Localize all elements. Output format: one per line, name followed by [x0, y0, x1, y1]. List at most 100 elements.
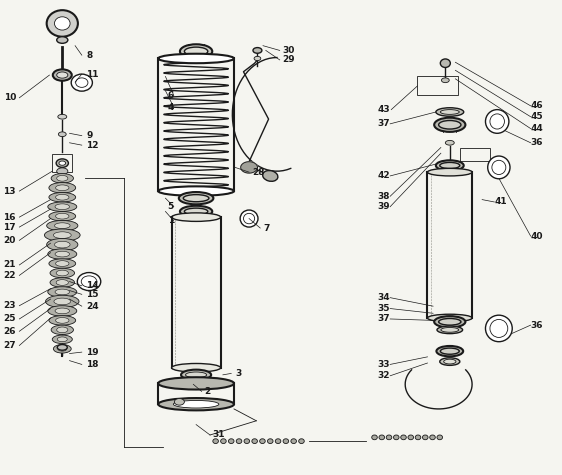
Bar — [418, 76, 457, 95]
Text: 45: 45 — [531, 112, 543, 121]
Ellipse shape — [47, 238, 78, 251]
Text: 8: 8 — [86, 51, 93, 60]
Ellipse shape — [437, 326, 463, 333]
Ellipse shape — [243, 213, 255, 224]
Ellipse shape — [71, 74, 92, 91]
Circle shape — [371, 435, 377, 440]
Text: 10: 10 — [3, 93, 16, 102]
Text: 46: 46 — [531, 101, 543, 110]
Ellipse shape — [56, 261, 69, 266]
Ellipse shape — [158, 398, 234, 410]
Bar — [52, 154, 72, 172]
Circle shape — [228, 439, 234, 444]
Circle shape — [440, 59, 450, 67]
Text: 22: 22 — [3, 271, 16, 280]
Ellipse shape — [185, 372, 207, 378]
Text: 2: 2 — [205, 387, 211, 396]
Text: 13: 13 — [3, 187, 16, 196]
Circle shape — [252, 439, 257, 444]
Ellipse shape — [253, 48, 262, 53]
Circle shape — [437, 435, 442, 440]
Ellipse shape — [56, 318, 69, 323]
Ellipse shape — [184, 208, 208, 215]
Circle shape — [291, 439, 297, 444]
Ellipse shape — [46, 295, 79, 308]
Ellipse shape — [56, 280, 69, 285]
Ellipse shape — [439, 358, 460, 365]
Ellipse shape — [56, 185, 69, 190]
Ellipse shape — [50, 278, 75, 287]
Ellipse shape — [47, 220, 78, 231]
Text: 4: 4 — [167, 103, 174, 112]
Ellipse shape — [183, 195, 209, 202]
Ellipse shape — [171, 363, 221, 372]
Text: 29: 29 — [283, 56, 295, 65]
Ellipse shape — [76, 78, 88, 87]
Text: 19: 19 — [86, 348, 99, 357]
Ellipse shape — [48, 202, 77, 211]
Ellipse shape — [438, 121, 461, 129]
Circle shape — [55, 17, 70, 30]
Text: 38: 38 — [378, 192, 390, 201]
Ellipse shape — [48, 249, 77, 259]
Ellipse shape — [441, 78, 449, 83]
Circle shape — [379, 435, 384, 440]
Text: 31: 31 — [213, 430, 225, 439]
Ellipse shape — [58, 114, 67, 119]
Ellipse shape — [254, 57, 261, 61]
Ellipse shape — [57, 344, 67, 350]
Ellipse shape — [53, 344, 71, 353]
Polygon shape — [241, 162, 257, 173]
Text: 5: 5 — [167, 202, 174, 211]
Text: 20: 20 — [3, 236, 16, 245]
Ellipse shape — [50, 268, 75, 278]
Ellipse shape — [81, 276, 97, 287]
Ellipse shape — [434, 316, 465, 327]
Ellipse shape — [56, 213, 69, 219]
Text: 11: 11 — [86, 70, 99, 78]
Circle shape — [244, 439, 250, 444]
Ellipse shape — [56, 159, 69, 167]
Ellipse shape — [184, 47, 208, 56]
Ellipse shape — [438, 319, 461, 325]
Circle shape — [275, 439, 281, 444]
Ellipse shape — [57, 72, 68, 78]
Circle shape — [298, 439, 304, 444]
Ellipse shape — [171, 213, 221, 221]
Ellipse shape — [57, 327, 68, 332]
Ellipse shape — [55, 289, 70, 295]
Circle shape — [213, 439, 219, 444]
Ellipse shape — [181, 370, 211, 380]
Ellipse shape — [49, 259, 76, 268]
Ellipse shape — [49, 182, 76, 193]
Ellipse shape — [158, 377, 234, 390]
Ellipse shape — [443, 359, 456, 364]
Ellipse shape — [486, 315, 512, 342]
Bar — [460, 148, 491, 161]
Ellipse shape — [49, 192, 76, 202]
Ellipse shape — [78, 273, 101, 291]
Ellipse shape — [53, 232, 71, 238]
Ellipse shape — [428, 314, 472, 322]
Text: 36: 36 — [531, 321, 543, 330]
Circle shape — [47, 10, 78, 37]
Ellipse shape — [174, 399, 184, 405]
Ellipse shape — [57, 37, 68, 43]
Text: 33: 33 — [378, 360, 390, 369]
Ellipse shape — [490, 319, 508, 337]
Ellipse shape — [49, 211, 76, 221]
Text: 27: 27 — [3, 341, 16, 350]
Ellipse shape — [179, 192, 214, 204]
Ellipse shape — [492, 160, 506, 174]
Ellipse shape — [173, 400, 219, 408]
Ellipse shape — [55, 241, 70, 248]
Ellipse shape — [56, 270, 69, 276]
Ellipse shape — [58, 346, 67, 351]
Text: 15: 15 — [86, 290, 99, 299]
Text: 1: 1 — [167, 217, 174, 226]
Text: 25: 25 — [3, 314, 16, 323]
Ellipse shape — [57, 168, 68, 174]
Text: 32: 32 — [378, 371, 390, 380]
Text: 44: 44 — [531, 124, 543, 133]
Text: 6: 6 — [167, 91, 174, 100]
